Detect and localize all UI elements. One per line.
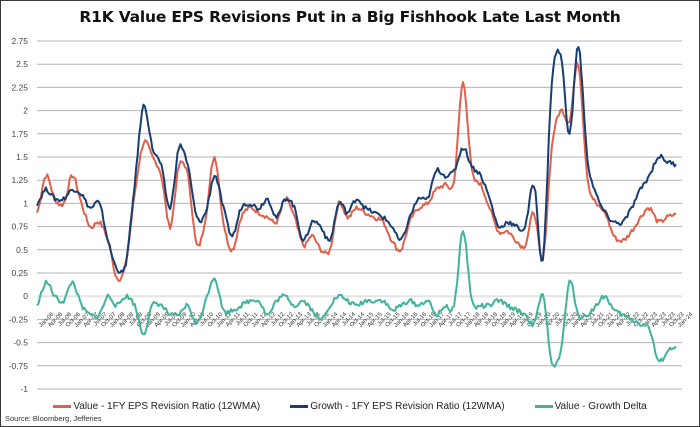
source-note: Source: Bloomberg, Jefferies	[5, 414, 102, 423]
y-tick-label: 1.25	[11, 175, 28, 185]
y-tick-label: 2.75	[11, 36, 28, 46]
value-series-line	[36, 61, 677, 282]
series-lines	[36, 46, 677, 368]
y-tick-label: -0.25	[9, 314, 29, 324]
y-tick-label: 2	[23, 106, 28, 116]
legend: Value - 1FY EPS Revision Ratio (12WMA) G…	[0, 401, 700, 412]
y-tick-label: 0.75	[11, 222, 28, 232]
legend-item-delta: Value - Growth Delta	[534, 401, 647, 412]
delta-series-line	[36, 230, 677, 368]
y-tick-label: 2.25	[11, 82, 28, 92]
gridlines	[37, 40, 682, 390]
y-tick-label: 0	[23, 291, 28, 301]
y-tick-label: 0.5	[16, 245, 28, 255]
y-tick-label: 1.75	[11, 129, 28, 139]
y-tick-label: -1	[20, 384, 28, 394]
y-tick-label: 2.5	[16, 59, 28, 69]
chart-title: R1K Value EPS Revisions Put in a Big Fis…	[79, 8, 621, 26]
legend-label-value: Value - 1FY EPS Revision Ratio (12WMA)	[73, 401, 261, 412]
y-axis-ticks: 2.75 2.5 2.25 2 1.75 1.5 1.25 1 0.75 0.5 0.25 0 -0.2…	[9, 36, 29, 394]
legend-item-value: Value - 1FY EPS Revision Ratio (12WMA)	[53, 401, 260, 412]
legend-swatch-growth	[290, 405, 309, 408]
y-tick-label: 1.5	[16, 152, 28, 162]
y-tick-label: -0.5	[13, 338, 28, 348]
legend-label-growth: Growth - 1FY EPS Revision Ratio (12WMA)	[310, 401, 505, 412]
growth-series-line	[36, 46, 677, 274]
legend-swatch-value	[53, 405, 72, 408]
y-tick-label: 0.25	[11, 268, 28, 278]
y-tick-label: 1	[23, 198, 28, 208]
legend-swatch-delta	[534, 405, 553, 408]
legend-label-delta: Value - Growth Delta	[554, 401, 647, 412]
y-tick-label: -0.75	[9, 361, 29, 371]
legend-item-growth: Growth - 1FY EPS Revision Ratio (12WMA)	[290, 401, 505, 412]
